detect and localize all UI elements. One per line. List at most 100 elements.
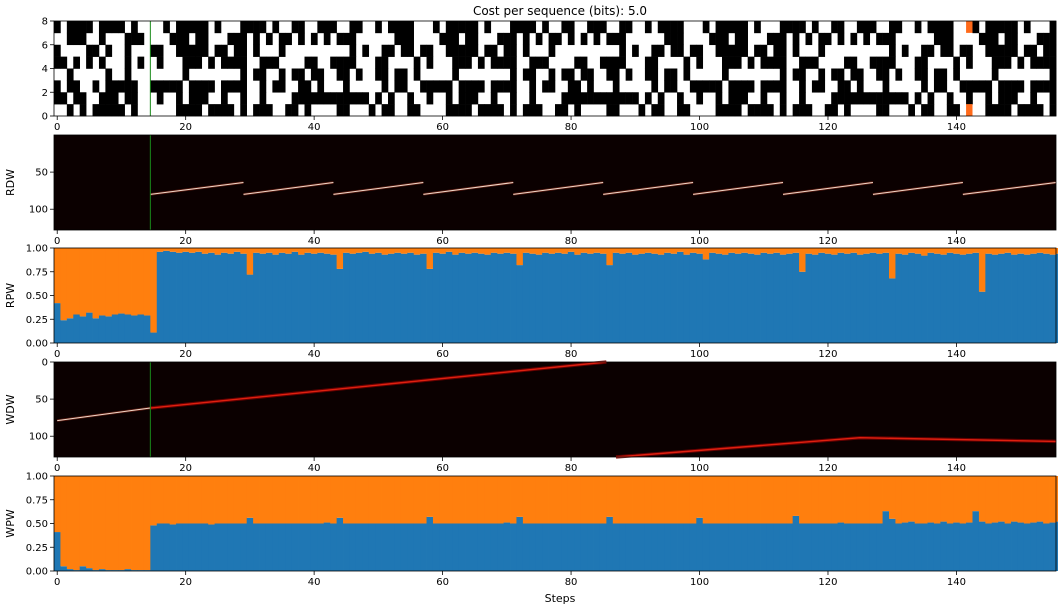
bit-cell <box>1023 21 1031 34</box>
x-axis-label: Steps <box>545 592 576 605</box>
bar-orange <box>927 248 935 253</box>
bit-cell <box>831 68 838 81</box>
bit-cell <box>972 80 980 93</box>
bit-cell <box>98 21 106 34</box>
x-tick-label: 140 <box>947 122 966 133</box>
bar-orange <box>542 476 549 524</box>
bar-orange <box>959 476 967 524</box>
bit-cell <box>677 44 684 57</box>
bar-blue <box>233 251 241 343</box>
bit-cell <box>998 56 1005 69</box>
bar-blue <box>818 523 826 571</box>
bit-cell <box>375 68 382 81</box>
bar-blue <box>760 523 768 571</box>
bar-blue <box>66 318 74 343</box>
bit-cell <box>336 68 344 81</box>
bit-cell <box>510 32 517 46</box>
bit-cell <box>606 56 614 69</box>
bit-cell <box>510 92 517 105</box>
bar-orange <box>400 248 408 254</box>
bar-blue <box>400 523 408 571</box>
bar-orange <box>818 476 826 524</box>
bit-cell <box>670 44 678 57</box>
x-tick-label: 140 <box>947 349 966 360</box>
bit-cell <box>54 56 61 69</box>
bit-cell <box>548 68 556 81</box>
bit-cell <box>445 80 453 93</box>
bar-blue <box>940 254 948 343</box>
weighting-trace <box>782 182 874 195</box>
bar-orange <box>516 476 524 517</box>
bit-cell <box>747 104 755 117</box>
bar-blue <box>201 523 209 571</box>
bar-blue <box>246 517 254 571</box>
bar-blue <box>516 265 524 343</box>
bar-orange <box>388 248 395 254</box>
bar-orange <box>452 476 460 524</box>
bar-blue <box>882 252 890 343</box>
bit-cell <box>779 104 787 117</box>
bit-cell <box>657 21 665 34</box>
bar-blue <box>54 532 61 571</box>
x-tick-label: 60 <box>436 122 449 133</box>
bar-orange <box>792 476 800 516</box>
bit-cell <box>599 92 607 105</box>
bar-orange <box>445 476 453 524</box>
bar-blue <box>799 271 806 343</box>
bit-cell <box>799 21 806 34</box>
bit-cell <box>747 80 755 93</box>
bit-cell <box>638 104 646 117</box>
bar-blue <box>317 523 325 571</box>
bit-cell <box>1004 92 1012 105</box>
bar-orange <box>176 476 183 524</box>
bit-cell <box>182 21 190 34</box>
bit-cell <box>66 104 74 117</box>
bar-blue <box>766 253 774 343</box>
bit-cell <box>1043 44 1050 57</box>
bar-blue <box>580 252 588 343</box>
bar-blue <box>105 316 113 343</box>
bar-blue <box>407 523 415 571</box>
bit-cell <box>574 80 581 93</box>
x-tick-label: 20 <box>179 463 192 474</box>
bit-cell <box>766 56 774 69</box>
bit-cell <box>343 56 350 69</box>
bit-cell <box>882 92 890 105</box>
y-tick-label: 4 <box>42 64 48 75</box>
weighting-trace <box>513 182 604 195</box>
bit-cell <box>73 56 80 69</box>
bit-cell <box>298 92 305 105</box>
bar-orange <box>118 248 126 314</box>
bar-blue <box>805 523 813 571</box>
bar-blue <box>490 523 498 571</box>
bit-cell <box>477 56 485 69</box>
bit-cell <box>343 104 350 117</box>
bar-orange <box>574 248 582 255</box>
bit-cell <box>882 56 890 69</box>
bit-cell <box>728 56 736 69</box>
bar-orange <box>156 476 164 524</box>
bar-blue <box>265 523 273 571</box>
bar-blue <box>465 253 472 343</box>
bar-blue <box>79 566 87 571</box>
bar-blue <box>734 523 742 571</box>
bar-orange <box>844 248 851 254</box>
y-axis-label: RDW <box>4 169 17 196</box>
bit-cell <box>722 56 729 69</box>
bar-orange <box>940 248 948 255</box>
bar-blue <box>388 253 395 343</box>
bit-cell <box>73 92 80 105</box>
bit-cell <box>105 80 113 93</box>
bar-blue <box>998 521 1006 571</box>
bar-orange <box>927 476 935 523</box>
bit-cell <box>66 80 74 93</box>
bar-orange <box>850 248 858 253</box>
bit-cell <box>465 32 472 46</box>
bit-cell <box>259 80 267 93</box>
x-tick-label: 40 <box>308 349 321 360</box>
bar-orange <box>1011 248 1018 255</box>
bar-orange <box>214 248 222 255</box>
bit-cell <box>400 68 408 81</box>
bar-blue <box>246 274 254 343</box>
bit-cell <box>1030 56 1038 69</box>
